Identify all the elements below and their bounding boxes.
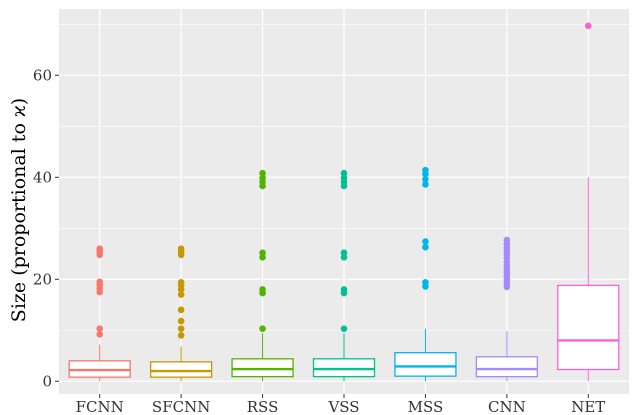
y-tick-label: 60 xyxy=(33,66,52,84)
box-group-rss xyxy=(231,169,294,382)
outlier-point xyxy=(259,249,266,257)
outlier-point xyxy=(96,278,104,286)
y-axis-title: Size (proportional to ϰ) xyxy=(8,98,30,322)
outlier-point xyxy=(422,166,429,174)
box-group-vss xyxy=(312,169,376,382)
y-axis: 0 20 40 60 xyxy=(33,66,59,390)
outlier-point xyxy=(422,243,429,251)
x-tick-label: FCNN xyxy=(76,398,124,415)
outlier-point xyxy=(259,174,266,182)
outlier-point xyxy=(177,332,185,339)
boxes-layer xyxy=(68,22,620,382)
x-tick-label: NET xyxy=(571,398,605,415)
box-iqr xyxy=(312,358,376,378)
x-tick-label: RSS xyxy=(247,398,279,415)
outlier-point xyxy=(340,254,348,261)
outlier-point xyxy=(259,325,266,333)
outlier-point xyxy=(96,331,104,338)
outlier-point xyxy=(177,317,185,325)
box-group-sfcnn xyxy=(149,245,213,382)
outlier-point xyxy=(96,325,104,333)
outlier-point xyxy=(340,249,348,257)
outlier-point xyxy=(177,325,185,333)
outlier-point xyxy=(340,325,348,333)
outlier-point xyxy=(503,236,511,244)
y-tick-label: 0 xyxy=(42,372,52,390)
box-group-fcnn xyxy=(68,245,131,382)
outlier-point xyxy=(177,279,185,286)
outlier-point xyxy=(259,254,266,261)
y-tick-label: 40 xyxy=(33,168,52,186)
outlier-point xyxy=(340,169,348,177)
outlier-point xyxy=(177,306,185,314)
x-tick-label: CNN xyxy=(488,398,526,415)
box-group-cnn xyxy=(475,236,539,382)
outlier-point xyxy=(340,286,348,293)
outlier-point xyxy=(259,169,266,177)
x-tick-label: VSS xyxy=(327,398,359,415)
x-tick-label: MSS xyxy=(408,398,444,415)
outlier-point xyxy=(422,181,429,188)
outlier-point xyxy=(177,245,185,252)
x-axis: FCNN SFCNN RSS VSS MSS CNN NET xyxy=(76,394,605,415)
outlier-point xyxy=(422,238,429,245)
y-tick-label: 20 xyxy=(33,270,52,288)
box-group-net xyxy=(557,22,620,382)
outlier-point xyxy=(340,174,348,182)
outlier-point xyxy=(177,291,185,298)
x-tick-label: SFCNN xyxy=(152,398,210,415)
outlier-point xyxy=(96,245,104,252)
outlier-point xyxy=(422,176,429,183)
outlier-point xyxy=(584,22,592,30)
box-iqr xyxy=(231,358,294,378)
box-iqr xyxy=(557,284,620,371)
box-group-mss xyxy=(394,166,457,382)
box-iqr xyxy=(149,361,213,378)
box-iqr xyxy=(475,356,539,378)
outlier-point xyxy=(259,286,266,293)
box-iqr xyxy=(394,352,457,377)
outlier-point xyxy=(422,279,429,286)
